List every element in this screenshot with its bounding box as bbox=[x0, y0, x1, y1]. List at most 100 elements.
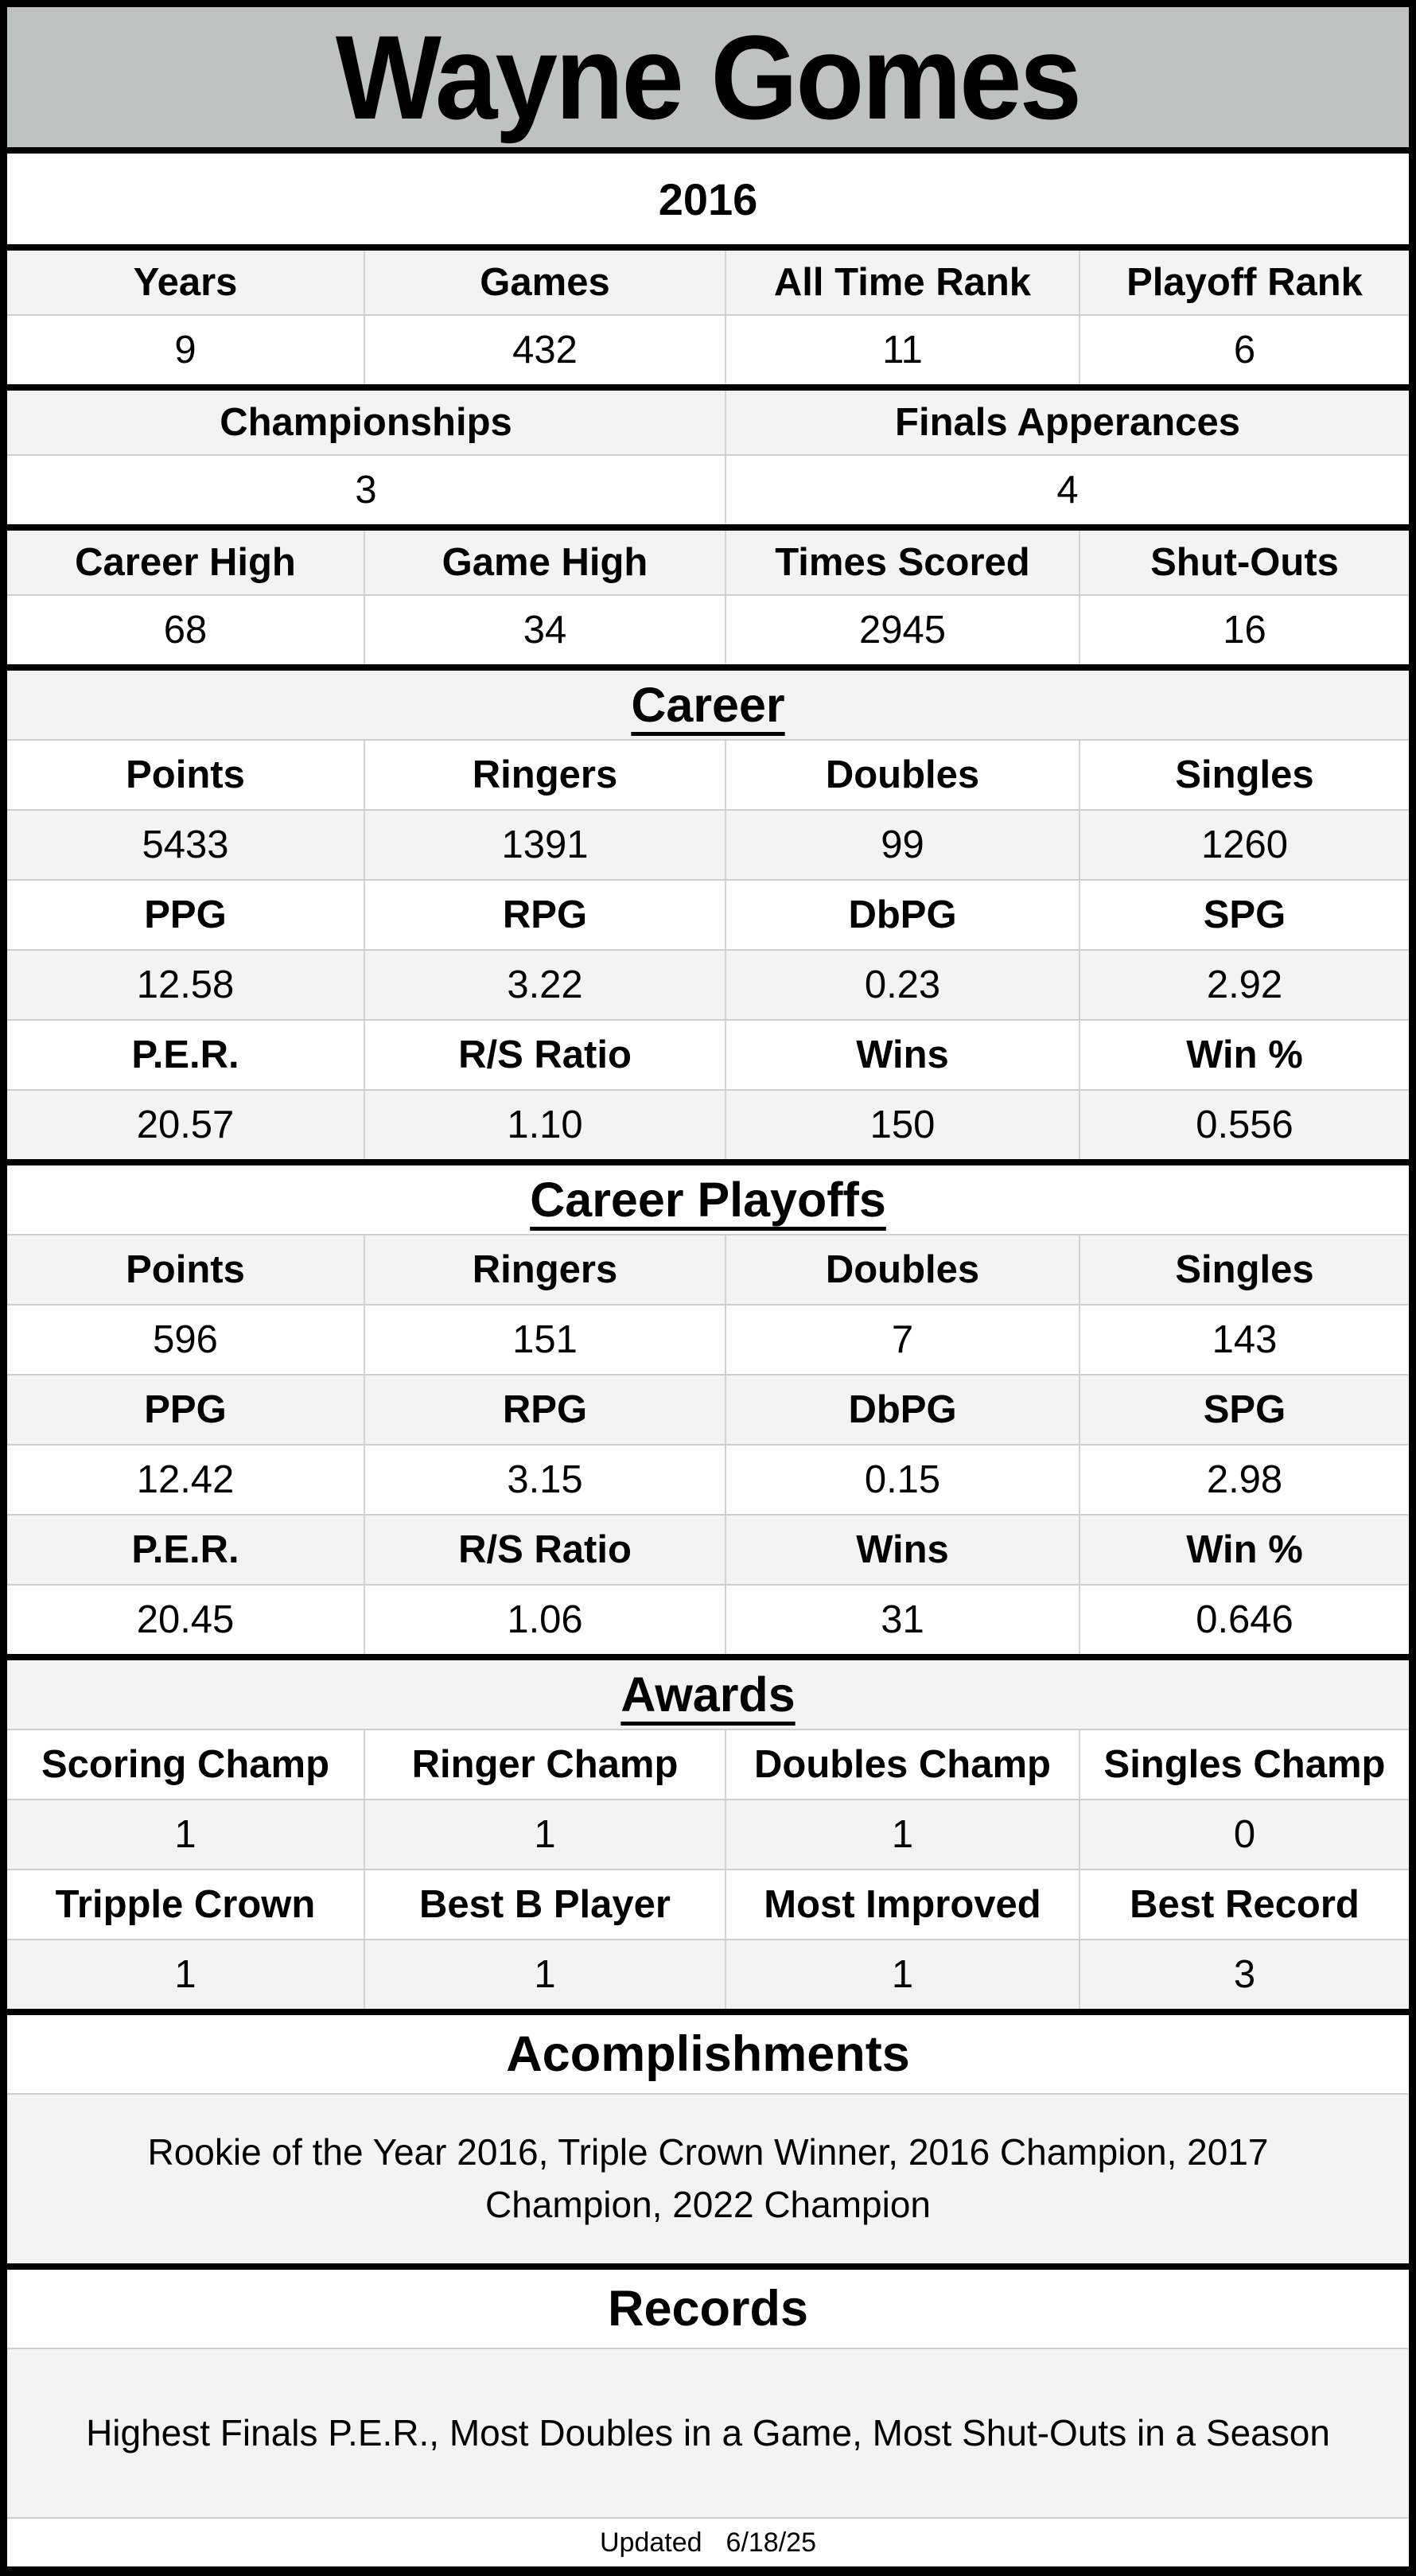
updated-date: 6/18/25 bbox=[726, 2527, 816, 2558]
season-row: 2016 bbox=[7, 147, 1409, 244]
value-cell-0-556: 0.556 bbox=[1079, 1091, 1409, 1159]
value-cell-0-646: 0.646 bbox=[1079, 1586, 1409, 1654]
header-cell-ringers: Ringers bbox=[364, 741, 725, 809]
value-cell-1-06: 1.06 bbox=[364, 1586, 725, 1654]
value-cell-1391: 1391 bbox=[364, 811, 725, 879]
header-cell-points: Points bbox=[126, 1247, 245, 1291]
header-cell-championships: Championships bbox=[220, 400, 512, 444]
header-cell-ringers: Ringers bbox=[364, 1235, 725, 1304]
value-cell-0-23: 0.23 bbox=[725, 951, 1079, 1019]
stat-header-row: P.E.R. R/S Ratio Wins Win % bbox=[7, 1514, 1409, 1584]
header-cell-singles: Singles bbox=[1079, 741, 1409, 809]
value-cell-1260: 1260 bbox=[1079, 811, 1409, 879]
stat-header-row: Tripple Crown Best B Player Most Improved B… bbox=[7, 1869, 1409, 1939]
header-cell-win: Win % bbox=[1079, 1021, 1409, 1089]
value-cell-34: 34 bbox=[364, 596, 725, 664]
note-text: Rookie of the Year 2016, Triple Crown Wi… bbox=[147, 2131, 1269, 2225]
header-cell-spg: SPG bbox=[1079, 881, 1409, 949]
value-cell-1: 1 bbox=[174, 1812, 196, 1856]
stat-value-row: 20.57 1.10 150 0.556 bbox=[7, 1089, 1409, 1159]
value-cell-20-57: 20.57 bbox=[136, 1103, 235, 1146]
value-cell-68: 68 bbox=[163, 608, 208, 652]
accomplishments-text-row: Rookie of the Year 2016, Triple Crown Wi… bbox=[7, 2093, 1409, 2263]
value-cell-1: 1 bbox=[174, 1952, 196, 1996]
value-cell-151: 151 bbox=[364, 1306, 725, 1374]
value-cell-150: 150 bbox=[725, 1091, 1079, 1159]
header-cell-singles: Singles bbox=[1079, 1235, 1409, 1304]
stat-value-row: 596 151 7 143 bbox=[7, 1304, 1409, 1374]
value-cell-16: 16 bbox=[1079, 596, 1409, 664]
value-cell-2945: 2945 bbox=[725, 596, 1079, 664]
header-cell-doubles-champ: Doubles Champ bbox=[725, 1730, 1079, 1799]
header-cell-r-s-ratio: R/S Ratio bbox=[364, 1021, 725, 1089]
value-cell-20-45: 20.45 bbox=[136, 1597, 235, 1641]
header-cell-p-e-r: P.E.R. bbox=[131, 1527, 239, 1571]
updated-label: Updated bbox=[600, 2527, 702, 2558]
player-name-header: Wayne Gomes bbox=[7, 7, 1409, 147]
value-cell-11: 11 bbox=[725, 316, 1079, 384]
header-cell-rpg: RPG bbox=[364, 881, 725, 949]
value-cell-0: 0 bbox=[1079, 1800, 1409, 1869]
updated-row: Updated 6/18/25 bbox=[7, 2517, 1409, 2566]
title-text: 2016 bbox=[658, 173, 758, 224]
value-cell-143: 143 bbox=[1079, 1306, 1409, 1374]
stat-header-row: Points Ringers Doubles Singles bbox=[7, 1234, 1409, 1304]
stats-table: 2016 Years Games All Time Rank Playoff Rank 9… bbox=[7, 147, 1409, 2517]
title-text: Career bbox=[631, 678, 785, 732]
header-cell-tripple-crown: Tripple Crown bbox=[55, 1882, 316, 1926]
value-cell-9: 9 bbox=[174, 328, 196, 372]
header-cell-singles-champ: Singles Champ bbox=[1079, 1730, 1409, 1799]
stat-header-row: P.E.R. R/S Ratio Wins Win % bbox=[7, 1019, 1409, 1089]
value-cell-2-92: 2.92 bbox=[1079, 951, 1409, 1019]
title-text: Career Playoffs bbox=[530, 1173, 886, 1227]
value-cell-1: 1 bbox=[364, 1940, 725, 2009]
value-cell-99: 99 bbox=[725, 811, 1079, 879]
header-cell-playoff-rank: Playoff Rank bbox=[1079, 251, 1409, 314]
header-cell-games: Games bbox=[364, 251, 725, 314]
value-cell-7: 7 bbox=[725, 1306, 1079, 1374]
header-cell-shut-outs: Shut-Outs bbox=[1079, 531, 1409, 594]
stat-value-row: 20.45 1.06 31 0.646 bbox=[7, 1584, 1409, 1654]
value-cell-3-22: 3.22 bbox=[364, 951, 725, 1019]
stat-value-row: 12.58 3.22 0.23 2.92 bbox=[7, 949, 1409, 1019]
stat-header-row: PPG RPG DbPG SPG bbox=[7, 1374, 1409, 1444]
stat-header-row: Scoring Champ Ringer Champ Doubles Champ Si… bbox=[7, 1729, 1409, 1799]
header-cell-dbpg: DbPG bbox=[725, 1376, 1079, 1444]
highs-value-row: 68 34 2945 16 bbox=[7, 594, 1409, 664]
title-text: Records bbox=[607, 2280, 809, 2337]
stat-header-row: PPG RPG DbPG SPG bbox=[7, 879, 1409, 949]
playoffs-section-title-row: Career Playoffs bbox=[7, 1159, 1409, 1234]
header-cell-all-time-rank: All Time Rank bbox=[725, 251, 1079, 314]
awards-section-title-row: Awards bbox=[7, 1654, 1409, 1729]
header-cell-career-high: Career High bbox=[75, 540, 296, 584]
value-cell-0-15: 0.15 bbox=[725, 1446, 1079, 1514]
header-cell-years: Years bbox=[133, 260, 238, 304]
value-cell-596: 596 bbox=[153, 1317, 218, 1361]
value-cell-3: 3 bbox=[355, 468, 377, 512]
title-text: Awards bbox=[620, 1667, 796, 1722]
header-cell-doubles: Doubles bbox=[725, 1235, 1079, 1304]
header-cell-wins: Wins bbox=[725, 1021, 1079, 1089]
header-cell-scoring-champ: Scoring Champ bbox=[41, 1742, 330, 1786]
header-cell-win: Win % bbox=[1079, 1516, 1409, 1584]
note-text: Highest Finals P.E.R., Most Doubles in a… bbox=[86, 2411, 1330, 2453]
value-cell-3-15: 3.15 bbox=[364, 1446, 725, 1514]
header-cell-wins: Wins bbox=[725, 1516, 1079, 1584]
header-cell-spg: SPG bbox=[1079, 1376, 1409, 1444]
career-section-title-row: Career bbox=[7, 664, 1409, 739]
header-cell-dbpg: DbPG bbox=[725, 881, 1079, 949]
summary-header-row: Years Games All Time Rank Playoff Rank bbox=[7, 244, 1409, 314]
stat-value-row: 5433 1391 99 1260 bbox=[7, 809, 1409, 879]
value-cell-1: 1 bbox=[725, 1800, 1079, 1869]
header-cell-times-scored: Times Scored bbox=[725, 531, 1079, 594]
header-cell-ringer-champ: Ringer Champ bbox=[364, 1730, 725, 1799]
header-cell-game-high: Game High bbox=[364, 531, 725, 594]
value-cell-432: 432 bbox=[364, 316, 725, 384]
header-cell-most-improved: Most Improved bbox=[725, 1870, 1079, 1939]
stat-header-row: Points Ringers Doubles Singles bbox=[7, 739, 1409, 809]
value-cell-1: 1 bbox=[364, 1800, 725, 1869]
value-cell-5433: 5433 bbox=[142, 823, 229, 866]
value-cell-1-10: 1.10 bbox=[364, 1091, 725, 1159]
